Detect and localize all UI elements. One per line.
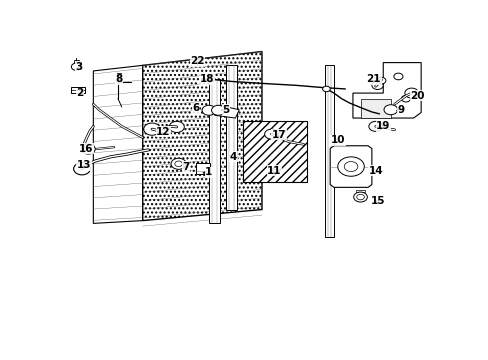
Text: 8: 8 bbox=[115, 74, 122, 84]
Polygon shape bbox=[243, 121, 307, 182]
Text: 18: 18 bbox=[200, 74, 214, 84]
Polygon shape bbox=[93, 66, 142, 223]
Polygon shape bbox=[360, 99, 390, 118]
Text: 7: 7 bbox=[182, 162, 189, 172]
Circle shape bbox=[211, 105, 225, 115]
Text: 13: 13 bbox=[77, 160, 91, 170]
Polygon shape bbox=[225, 66, 237, 210]
Text: 3: 3 bbox=[76, 62, 83, 72]
Circle shape bbox=[368, 121, 382, 131]
Circle shape bbox=[81, 144, 95, 154]
Text: 1: 1 bbox=[205, 167, 212, 177]
Text: 2: 2 bbox=[76, 88, 83, 98]
Text: 9: 9 bbox=[397, 105, 404, 115]
Polygon shape bbox=[324, 66, 333, 237]
Circle shape bbox=[401, 95, 410, 102]
Circle shape bbox=[393, 73, 402, 80]
Circle shape bbox=[175, 161, 182, 167]
Text: 19: 19 bbox=[375, 121, 389, 131]
Text: 6: 6 bbox=[192, 103, 199, 113]
Circle shape bbox=[171, 158, 186, 169]
Polygon shape bbox=[214, 105, 239, 118]
Circle shape bbox=[371, 81, 383, 90]
Text: 10: 10 bbox=[330, 135, 345, 145]
Circle shape bbox=[74, 163, 90, 175]
Polygon shape bbox=[329, 146, 371, 187]
Text: 14: 14 bbox=[367, 166, 382, 176]
Text: 15: 15 bbox=[369, 196, 384, 206]
Circle shape bbox=[356, 194, 364, 200]
Circle shape bbox=[202, 105, 215, 115]
Bar bbox=[195, 163, 210, 174]
Bar bbox=[117, 73, 121, 79]
Circle shape bbox=[143, 123, 160, 135]
Circle shape bbox=[353, 192, 366, 202]
Circle shape bbox=[344, 162, 357, 172]
Circle shape bbox=[337, 157, 364, 176]
Circle shape bbox=[206, 76, 214, 82]
Text: 5: 5 bbox=[222, 105, 229, 115]
Text: 11: 11 bbox=[266, 166, 281, 176]
Text: 20: 20 bbox=[409, 91, 424, 101]
Circle shape bbox=[264, 129, 278, 139]
Circle shape bbox=[71, 63, 81, 70]
Text: 16: 16 bbox=[79, 144, 93, 153]
Circle shape bbox=[404, 88, 418, 98]
Text: 22: 22 bbox=[190, 56, 204, 66]
Bar bbox=[355, 190, 365, 192]
Text: 12: 12 bbox=[156, 127, 170, 137]
Circle shape bbox=[376, 77, 385, 84]
Text: 4: 4 bbox=[229, 152, 237, 162]
Polygon shape bbox=[208, 79, 220, 223]
Text: 17: 17 bbox=[271, 130, 286, 140]
Circle shape bbox=[169, 121, 184, 132]
Circle shape bbox=[383, 105, 397, 115]
Circle shape bbox=[322, 86, 329, 92]
Polygon shape bbox=[352, 63, 420, 118]
Bar bbox=[74, 60, 79, 63]
Polygon shape bbox=[142, 51, 262, 221]
Bar bbox=[70, 87, 85, 93]
Text: 21: 21 bbox=[366, 74, 380, 84]
